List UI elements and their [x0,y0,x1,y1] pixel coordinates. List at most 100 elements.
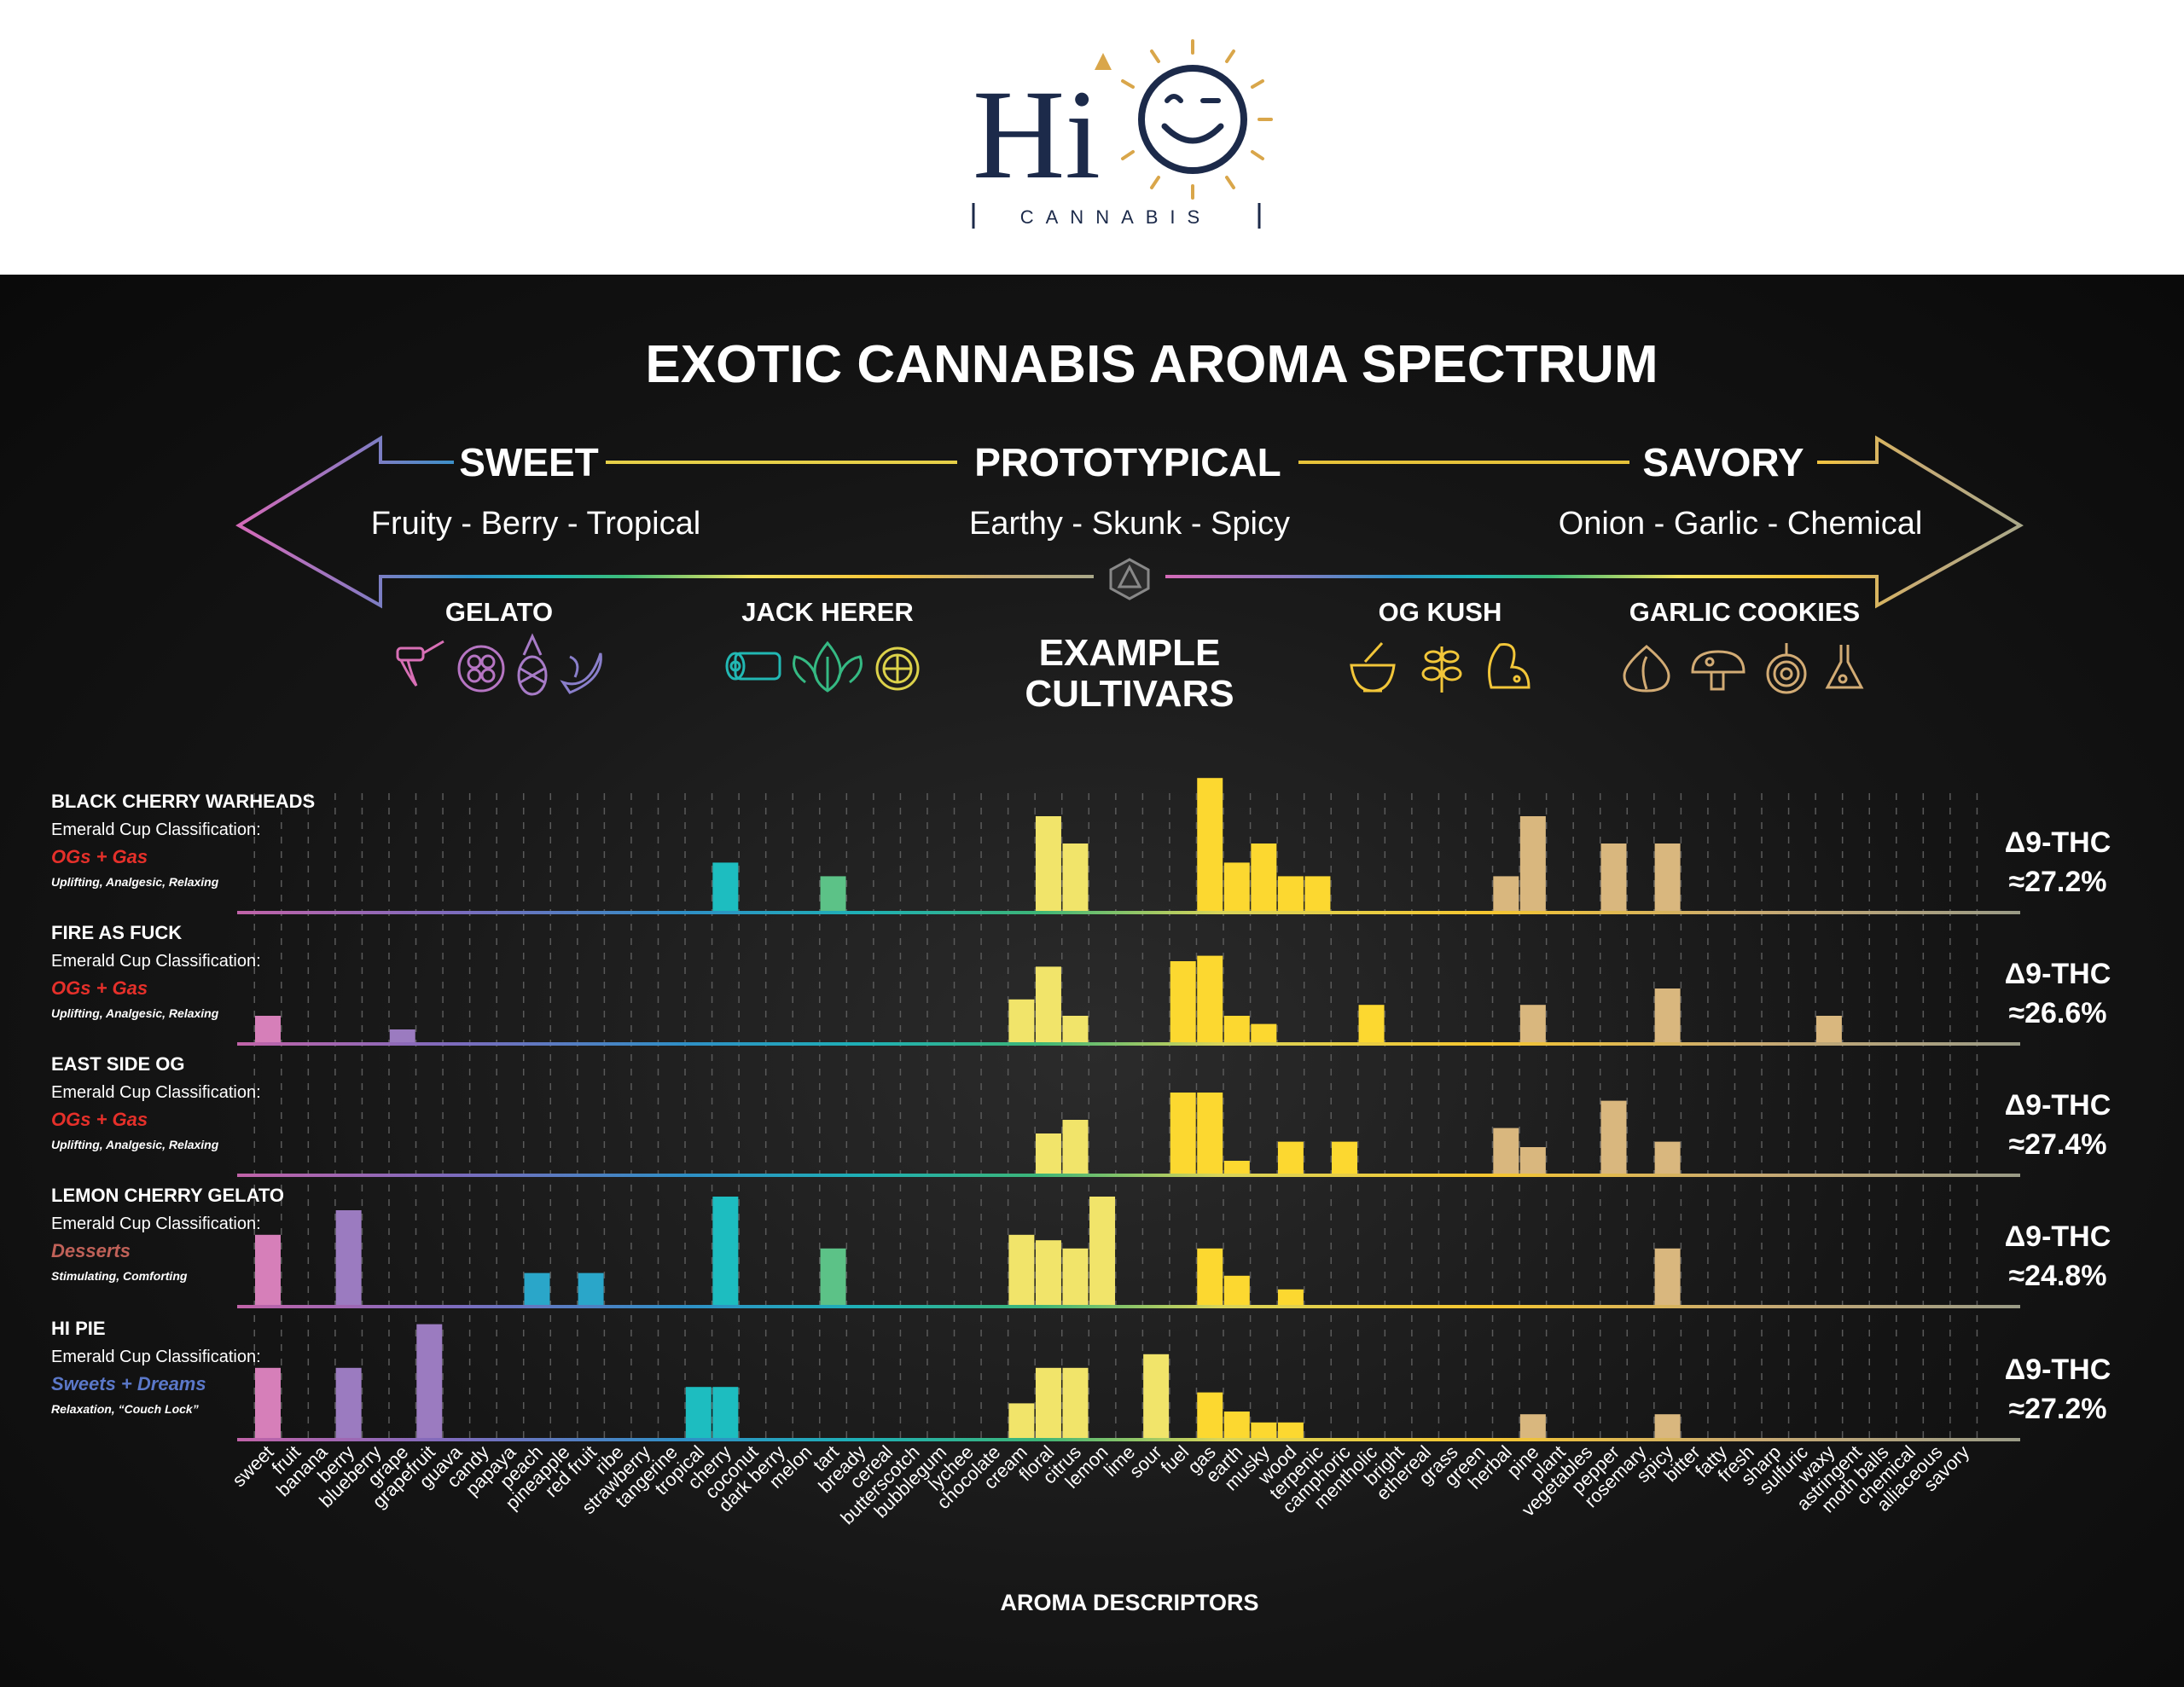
herb-icon [1421,646,1462,693]
cultivar-row: HI PIE Emerald Cup Classification: Sweets … [51,1318,2111,1441]
bar [1197,1093,1223,1174]
example-cultivars-line1: EXAMPLE [1039,632,1221,674]
spectrum-label-savory: SAVORY [1642,440,1804,484]
bar [1519,1147,1546,1174]
lemon-slice-icon [875,646,920,691]
cultivar-row: EAST SIDE OG Emerald Cup Classification: O… [51,1053,2111,1177]
thc-value: ≈27.2% [2008,1393,2106,1425]
pineapple-icon [517,633,548,696]
bar [416,1324,443,1439]
bar [255,1367,281,1439]
thc-label: Δ9-THC [2005,1220,2111,1253]
effects-label: Stimulating, Comforting [51,1269,188,1283]
spectrum-label-prototypical: PROTOTYPICAL [974,440,1281,484]
honey-dipper-icon [396,640,444,687]
cultivar-name-og-kush: OG KUSH [1379,597,1502,627]
winking-sun-icon [1121,39,1273,200]
mortar-pestle-icon [1350,641,1396,693]
bar [1277,876,1304,912]
cultivar-name: BLACK CHERRY WARHEADS [51,791,315,812]
bar [1251,1023,1277,1043]
x-axis-label: AROMA DESCRIPTORS [1000,1590,1258,1615]
thc-value: ≈26.6% [2008,997,2106,1029]
bar [712,862,739,912]
classification-label: Emerald Cup Classification: [51,952,261,971]
bar [1035,1240,1061,1306]
bar [1008,999,1035,1043]
bar [1519,1005,1546,1043]
bar [1654,844,1681,912]
bar [1089,1197,1116,1306]
example-cultivars-line2: CULTIVARS [1025,673,1234,715]
spectrum-desc-prototypical: Earthy - Skunk - Spicy [969,506,1290,542]
bar [1223,1161,1250,1174]
flask-icon [1825,645,1864,689]
classification-label: Emerald Cup Classification: [51,820,261,839]
classification-value: Sweets + Dreams [51,1373,206,1394]
x-axis-tick-labels: sweetfruitbananaberryblueberrygrapegrape… [228,1441,1973,1528]
bar [1223,1016,1250,1043]
bar [1654,988,1681,1043]
thc-value: ≈27.2% [2008,866,2106,898]
bar [1277,1141,1304,1174]
example-cultivars: GELATO JACK HERER OG KUSH GARLIC COOKIES… [396,597,1864,715]
bar [1600,1100,1627,1174]
classification-label: Emerald Cup Classification: [51,1215,261,1233]
bar [1223,1275,1250,1306]
classification-value: OGs + Gas [51,846,148,867]
classification-value: Desserts [51,1240,131,1261]
thc-label: Δ9-THC [2005,826,2111,859]
thc-value: ≈24.8% [2008,1260,2106,1292]
spectrum-desc-sweet: Fruity - Berry - Tropical [371,506,700,542]
chart-gridlines [253,793,1978,1440]
log-icon [725,652,781,681]
bar [1062,1248,1089,1306]
logo-subtitle: CANNABIS [1020,206,1211,228]
bar [1493,876,1519,912]
bar [1197,1392,1223,1439]
cultivar-row: LEMON CHERRY GELATO Emerald Cup Classific… [51,1185,2111,1308]
bar [1197,1248,1223,1306]
cultivar-name-jack-herer: JACK HERER [741,597,914,627]
bar [1062,1120,1089,1174]
bar [1519,816,1546,912]
bar [1008,1234,1035,1306]
bar [1035,1367,1061,1439]
bar [1062,1367,1089,1439]
bar [1008,1403,1035,1439]
bar [1062,844,1089,912]
spectrum-arrow: SWEET PROTOTYPICAL SAVORY Fruity - Berry… [235,435,2024,609]
garlic-icon [1623,645,1670,693]
skunk-icon [1488,643,1531,689]
thc-label: Δ9-THC [2005,1354,2111,1386]
bar [1277,1422,1304,1439]
spectrum-desc-savory: Onion - Garlic - Chemical [1559,506,1923,542]
cultivar-name-gelato: GELATO [445,597,553,627]
cultivar-name: HI PIE [51,1318,106,1339]
bar [524,1272,550,1306]
classification-value: OGs + Gas [51,977,148,999]
cube-emblem-icon [1109,558,1150,600]
bar [820,1248,846,1306]
bar [685,1387,712,1439]
cultivar-name-garlic-cookies: GARLIC COOKIES [1629,597,1860,627]
bar [255,1234,281,1306]
thc-label: Δ9-THC [2005,1089,2111,1122]
bar [1654,1248,1681,1306]
onion-icon [1766,643,1807,694]
classification-label: Emerald Cup Classification: [51,1348,261,1366]
thc-label: Δ9-THC [2005,958,2111,990]
bar [712,1197,739,1306]
header [0,0,2184,275]
logo-brand: Hi [973,64,1101,206]
bar [1143,1354,1170,1439]
bar [255,1016,281,1043]
bar [1197,778,1223,912]
bar [1062,1016,1089,1043]
bar [820,876,846,912]
bar [1170,1093,1196,1174]
mushroom-icon [1691,650,1745,691]
cultivar-row: FIRE AS FUCK Emerald Cup Classification: O… [51,922,2111,1046]
bar [1251,1422,1277,1439]
effects-label: Uplifting, Analgesic, Relaxing [51,1006,219,1020]
